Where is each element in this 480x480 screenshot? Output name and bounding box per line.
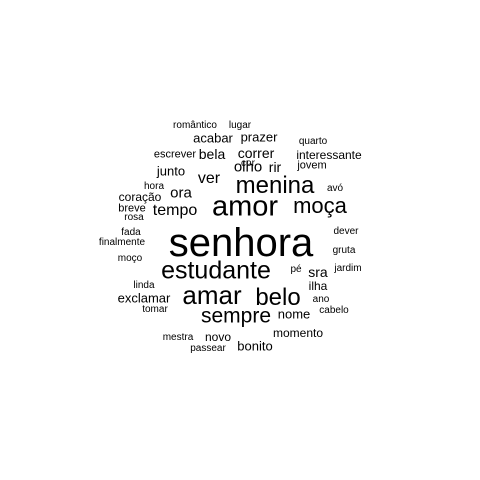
word: nome — [277, 306, 311, 322]
word: ano — [312, 294, 330, 305]
word: ora — [170, 184, 192, 202]
word: pé — [290, 264, 302, 275]
word: prazer — [240, 129, 278, 145]
word: linda — [133, 280, 155, 291]
word: fada — [121, 227, 141, 238]
word: cabelo — [319, 305, 349, 316]
word: junto — [156, 163, 186, 179]
word: correr — [237, 145, 275, 161]
word: acabar — [193, 130, 233, 146]
word: interessante — [296, 148, 362, 162]
word: bonito — [237, 338, 273, 354]
word: breve — [118, 202, 146, 215]
word: amor — [211, 190, 279, 223]
word: avó — [326, 183, 344, 194]
word: moça — [293, 193, 347, 218]
word: tempo — [152, 202, 198, 219]
word: tomar — [142, 304, 168, 315]
word: dever — [333, 226, 359, 237]
word: belo — [255, 284, 301, 311]
word: moço — [117, 253, 143, 264]
word: finalmente — [98, 237, 146, 248]
word: escrever — [153, 148, 197, 161]
word: lugar — [228, 120, 252, 131]
word: mestra — [162, 332, 194, 343]
word: exclamar — [117, 290, 171, 306]
word: rosa — [124, 212, 144, 223]
word: estudante — [161, 256, 271, 285]
word: passear — [190, 343, 226, 354]
word: jardim — [334, 263, 362, 274]
word: rir — [268, 159, 282, 175]
word: ver — [197, 170, 221, 187]
word: cor — [241, 158, 255, 169]
word: bela — [198, 146, 226, 162]
word: olho — [233, 158, 263, 176]
word: menina — [235, 172, 315, 199]
word: jovem — [297, 159, 327, 172]
word: amar — [182, 280, 242, 310]
word: coração — [118, 190, 162, 204]
word: quarto — [298, 136, 328, 147]
word: senhora — [168, 221, 314, 265]
word: sempre — [200, 304, 272, 328]
word: ilha — [308, 279, 328, 293]
word: romântico — [173, 120, 217, 131]
word: momento — [272, 326, 324, 340]
word: hora — [143, 181, 165, 192]
word: novo — [204, 330, 232, 344]
word: sra — [308, 264, 328, 280]
word: gruta — [332, 245, 356, 256]
